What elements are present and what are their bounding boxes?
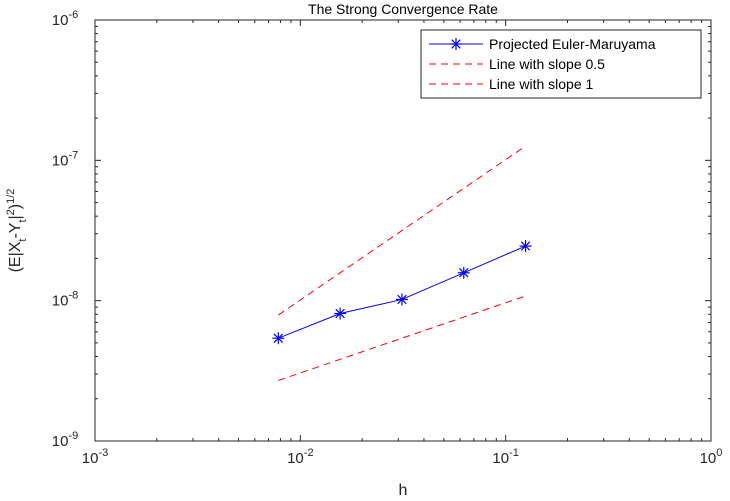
data-point-marker [334, 307, 347, 320]
legend: Projected Euler-Maruyama Line with slope … [420, 29, 702, 99]
series-line [278, 145, 526, 316]
data-point-marker [272, 332, 285, 345]
legend-item: Projected Euler-Maruyama [429, 36, 656, 52]
ticks-layer: 10-3 10-2 10-1 100 10-9 10-8 10-7 10-6 [52, 9, 723, 467]
x-axis-label: h [399, 482, 408, 499]
data-point-marker [450, 38, 462, 50]
data-point-marker [457, 266, 470, 279]
legend-item: Line with slope 0.5 [429, 56, 605, 72]
series-2 [278, 145, 526, 316]
chart-title: The Strong Convergence Rate [308, 1, 498, 17]
data-point-marker [395, 293, 408, 306]
series-layer [272, 145, 532, 381]
y-tick-label: 10-6 [52, 9, 78, 29]
x-tick-label: 10-2 [287, 447, 313, 467]
series-0 [272, 240, 532, 345]
y-tick-label: 10-7 [52, 149, 78, 169]
legend-label: Line with slope 0.5 [489, 56, 605, 72]
legend-label: Projected Euler-Maruyama [489, 36, 656, 52]
x-tick-label: 100 [700, 447, 723, 467]
data-point-marker [519, 240, 532, 253]
y-axis-label: (E|Xt-Yt|2)1/2 [5, 189, 29, 273]
legend-label: Line with slope 1 [489, 76, 594, 92]
x-tick-label: 10-1 [492, 447, 518, 467]
series-1 [278, 295, 526, 381]
legend-item: Line with slope 1 [429, 76, 594, 92]
y-tick-label: 10-8 [52, 290, 78, 310]
x-tick-label: 10-3 [82, 447, 108, 467]
y-tick-label: 10-9 [52, 430, 78, 450]
series-line [278, 295, 526, 381]
